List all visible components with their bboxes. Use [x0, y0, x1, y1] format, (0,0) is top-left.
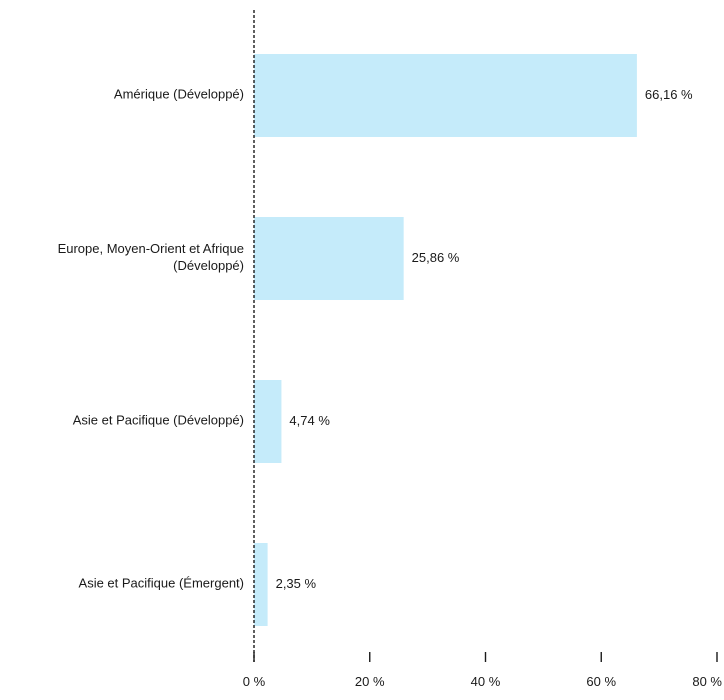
category-label-0: Amérique (Développé): [114, 87, 244, 102]
bar-3: [254, 543, 268, 626]
category-label-1: Europe, Moyen-Orient et Afrique (Développ…: [58, 241, 244, 273]
x-tick-label-0: 0 %: [243, 674, 266, 689]
x-tick-label-2: 40 %: [471, 674, 501, 689]
category-label-3: Asie et Pacifique (Émergent): [79, 576, 244, 591]
bar-1: [254, 217, 404, 300]
x-tick-label-4: 80 %: [692, 674, 722, 689]
category-label-line: Asie et Pacifique (Développé): [73, 413, 244, 428]
category-label-line: Asie et Pacifique (Émergent): [79, 576, 244, 591]
data-label-0: 66,16 %: [645, 87, 693, 102]
data-label-3: 2,35 %: [276, 576, 317, 591]
category-label-2: Asie et Pacifique (Développé): [73, 413, 244, 428]
category-label-line: Amérique (Développé): [114, 87, 244, 102]
bar-2: [254, 380, 282, 463]
category-label-line: (Développé): [173, 258, 244, 273]
x-axis: 0 % 20 % 40 % 60 % 80 %: [243, 10, 722, 689]
x-tick-label-1: 20 %: [355, 674, 385, 689]
bars: [254, 54, 637, 626]
category-labels: Amérique (Développé) Europe, Moyen-Orient…: [58, 87, 244, 591]
data-label-1: 25,86 %: [412, 250, 460, 265]
data-labels: 66,16 % 25,86 % 4,74 % 2,35 %: [276, 87, 693, 591]
category-label-line: Europe, Moyen-Orient et Afrique: [58, 241, 244, 256]
bar-0: [254, 54, 637, 137]
x-tick-label-3: 60 %: [586, 674, 616, 689]
data-label-2: 4,74 %: [289, 413, 330, 428]
